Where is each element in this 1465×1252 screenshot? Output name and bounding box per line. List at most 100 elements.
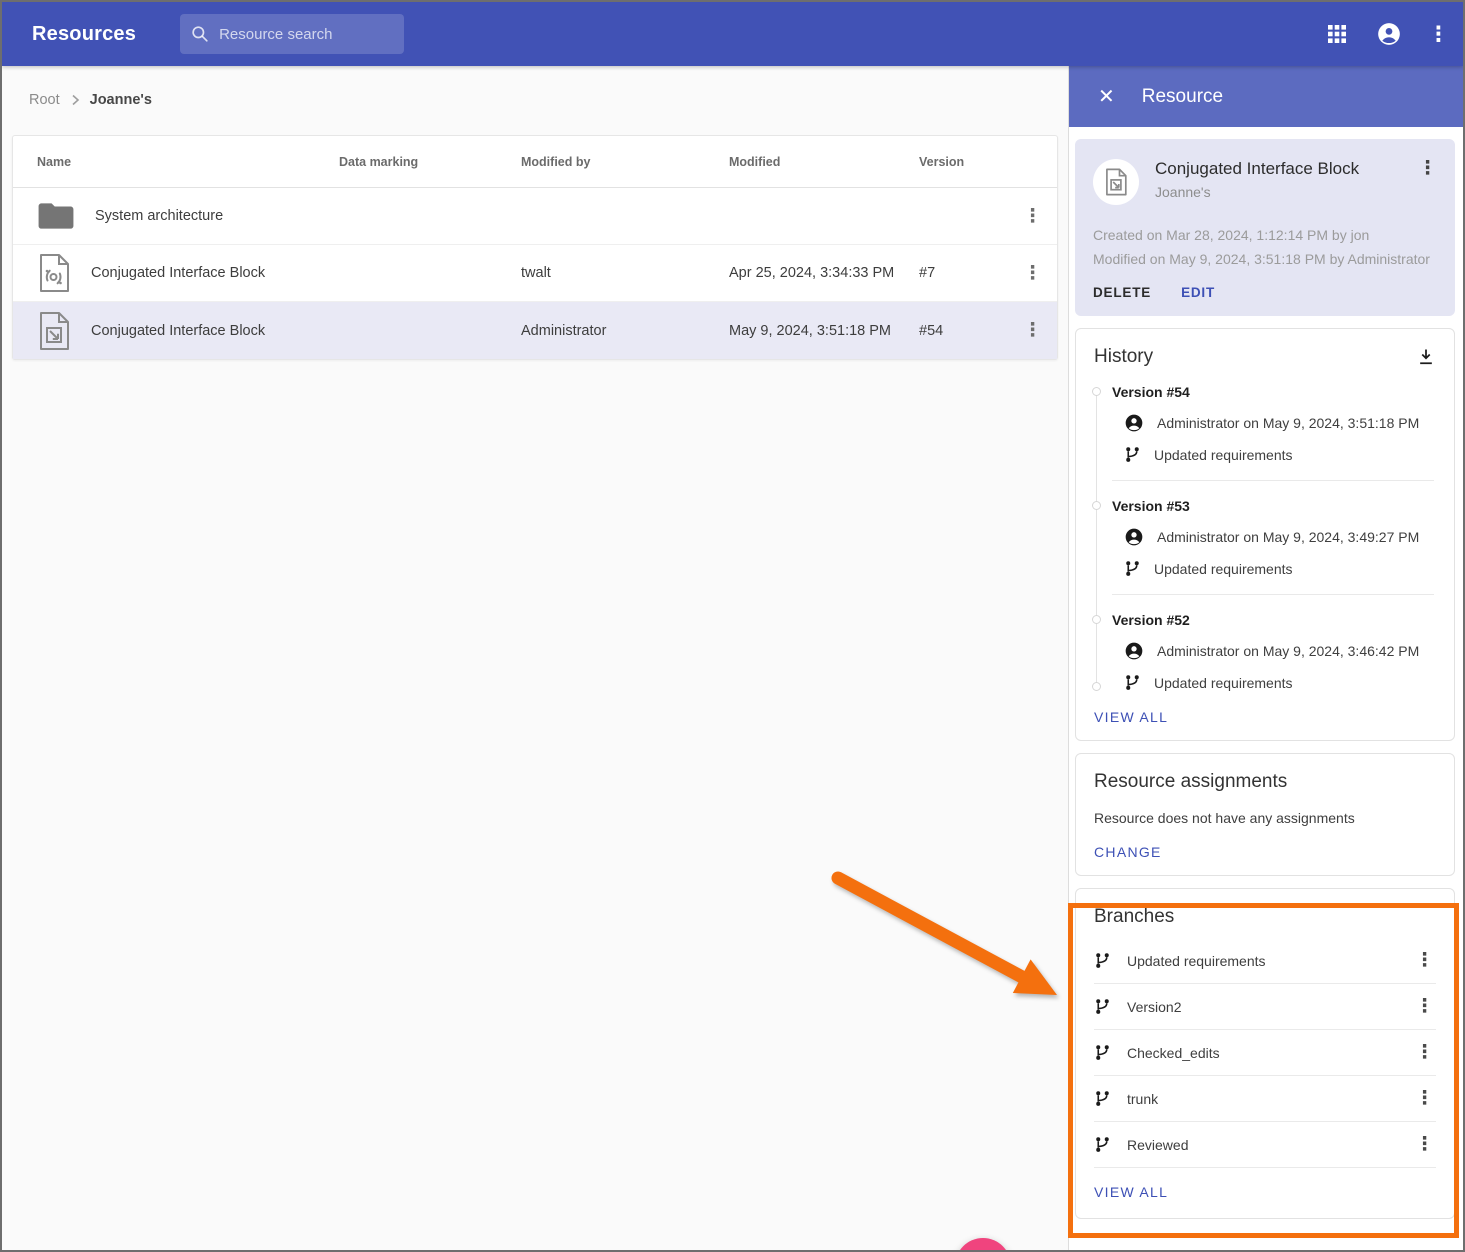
version-author: Administrator on May 9, 2024, 3:46:42 PM <box>1157 643 1420 660</box>
assignments-card: Resource assignments Resource does not h… <box>1075 753 1455 877</box>
diagram-file-icon <box>40 311 69 350</box>
timeline-dot-icon <box>1092 501 1101 511</box>
row-menu-icon[interactable]: ⋮ <box>1023 262 1042 284</box>
branch-name: Reviewed <box>1127 1136 1189 1153</box>
history-timeline: Version #54 Administrator on May 9, 2024… <box>1092 384 1436 692</box>
version-label: Version #53 <box>1112 498 1190 515</box>
resource-detail-panel: ✕ Resource Conjugated Interface Block Jo… <box>1068 66 1463 1250</box>
version-entry: Version #54 Administrator on May 9, 2024… <box>1092 384 1436 463</box>
branch-menu-icon[interactable]: ⋮ <box>1415 1088 1434 1110</box>
search-icon <box>192 26 208 42</box>
cell-modified: Apr 25, 2024, 3:34:33 PM <box>729 265 895 281</box>
created-line: Created on Mar 28, 2024, 1:12:14 PM by j… <box>1093 227 1370 243</box>
branch-menu-icon[interactable]: ⋮ <box>1415 996 1434 1018</box>
change-assignments-link[interactable]: CHANGE <box>1094 844 1162 861</box>
user-icon <box>1125 414 1143 432</box>
cell-version: #54 <box>919 322 944 339</box>
history-view-all-link[interactable]: VIEW ALL <box>1094 709 1169 726</box>
resource-info-card: Conjugated Interface Block Joanne's ⋮ Cr… <box>1075 139 1455 317</box>
overflow-menu-icon[interactable]: ⋮ <box>1428 22 1449 46</box>
resource-title: Conjugated Interface Block <box>1155 159 1360 178</box>
apps-grid-icon[interactable] <box>1324 21 1350 47</box>
version-comment: Updated requirements <box>1154 560 1293 577</box>
branch-item[interactable]: trunk ⋮ <box>1094 1076 1436 1123</box>
breadcrumb-current: Joanne's <box>89 92 152 108</box>
account-icon[interactable] <box>1376 21 1402 47</box>
resource-search[interactable] <box>180 14 419 54</box>
model-file-icon <box>40 254 69 292</box>
branch-icon <box>1096 953 1109 968</box>
version-comment: Updated requirements <box>1154 674 1293 691</box>
cell-version: #7 <box>919 265 936 281</box>
version-entry: Version #53 Administrator on May 9, 2024… <box>1092 498 1436 577</box>
panel-header: ✕ Resource <box>1069 66 1463 127</box>
history-title: History <box>1094 346 1154 368</box>
resource-menu-icon[interactable]: ⋮ <box>1418 158 1437 179</box>
branch-name: Updated requirements <box>1127 952 1266 969</box>
version-author: Administrator on May 9, 2024, 3:51:18 PM <box>1157 415 1420 432</box>
timeline-dot-icon <box>1092 387 1101 397</box>
branch-menu-icon[interactable]: ⋮ <box>1415 1134 1434 1156</box>
panel-title: Resource <box>1141 85 1224 107</box>
delete-button[interactable]: DELETE <box>1093 285 1152 301</box>
branch-menu-icon[interactable]: ⋮ <box>1415 1042 1434 1064</box>
version-label: Version #52 <box>1112 612 1190 629</box>
cell-modified-by: Administrator <box>521 322 607 339</box>
branch-item[interactable]: Checked_edits ⋮ <box>1094 1030 1436 1077</box>
timeline-dot-icon <box>1092 682 1101 692</box>
table-header: Name Data marking Modified by Modified V… <box>13 136 1057 188</box>
resource-avatar <box>1093 159 1139 205</box>
branch-icon <box>1096 1137 1109 1152</box>
version-entry: Version #52 Administrator on May 9, 2024… <box>1092 612 1436 692</box>
col-name: Name <box>37 154 72 169</box>
table-row[interactable]: Conjugated Interface Block twalt Apr 25,… <box>13 245 1057 302</box>
col-data-marking: Data marking <box>339 154 419 169</box>
col-modified: Modified <box>729 154 781 169</box>
top-app-bar: Resources <box>2 2 1463 66</box>
branch-icon <box>1126 447 1139 462</box>
edit-button[interactable]: EDIT <box>1181 285 1216 301</box>
resource-table: Name Data marking Modified by Modified V… <box>12 135 1058 360</box>
breadcrumb: Root Joanne's <box>2 66 1068 108</box>
branch-item[interactable]: Version2 ⋮ <box>1094 984 1436 1031</box>
branch-menu-icon[interactable]: ⋮ <box>1415 950 1434 972</box>
page-title: Resources <box>32 22 137 45</box>
search-input[interactable] <box>219 25 419 43</box>
download-icon[interactable] <box>1416 347 1436 367</box>
branch-icon <box>1126 561 1139 576</box>
branch-icon <box>1126 675 1139 690</box>
add-resource-fab[interactable]: + <box>955 1238 1011 1250</box>
branches-view-all-link[interactable]: VIEW ALL <box>1094 1184 1169 1201</box>
close-icon[interactable]: ✕ <box>1098 85 1115 108</box>
branches-card: Branches Updated requirements ⋮ Version2 <box>1075 888 1455 1220</box>
branch-icon <box>1096 999 1109 1014</box>
col-modified-by: Modified by <box>521 154 591 169</box>
cell-modified-by: twalt <box>521 265 551 281</box>
modified-line: Modified on May 9, 2024, 3:51:18 PM by A… <box>1093 251 1430 268</box>
main-content: Root Joanne's Name Data marking Modified… <box>2 66 1068 1250</box>
branches-title: Branches <box>1094 906 1175 928</box>
branch-name: Checked_edits <box>1127 1044 1220 1061</box>
branch-item[interactable]: Updated requirements ⋮ <box>1094 938 1436 985</box>
row-menu-icon[interactable]: ⋮ <box>1023 205 1042 227</box>
col-version: Version <box>919 154 965 169</box>
table-row[interactable]: System architecture ⋮ <box>13 188 1057 245</box>
topbar-actions: ⋮ <box>1324 2 1449 66</box>
version-author: Administrator on May 9, 2024, 3:49:27 PM <box>1157 529 1420 546</box>
cell-modified: May 9, 2024, 3:51:18 PM <box>729 322 892 339</box>
branch-name: trunk <box>1127 1090 1159 1107</box>
branch-icon <box>1096 1091 1109 1106</box>
resource-name: Conjugated Interface Block <box>91 322 266 339</box>
table-row-selected[interactable]: Conjugated Interface Block Administrator… <box>13 302 1057 359</box>
user-icon <box>1125 528 1143 546</box>
resource-name: Conjugated Interface Block <box>91 265 266 281</box>
version-label: Version #54 <box>1112 384 1190 401</box>
chevron-right-icon <box>70 94 80 106</box>
version-comment: Updated requirements <box>1154 446 1293 463</box>
branch-item[interactable]: Reviewed ⋮ <box>1094 1122 1436 1169</box>
folder-icon <box>38 203 74 229</box>
timeline-dot-icon <box>1092 615 1101 625</box>
breadcrumb-root[interactable]: Root <box>29 92 60 108</box>
row-menu-icon[interactable]: ⋮ <box>1023 320 1042 341</box>
